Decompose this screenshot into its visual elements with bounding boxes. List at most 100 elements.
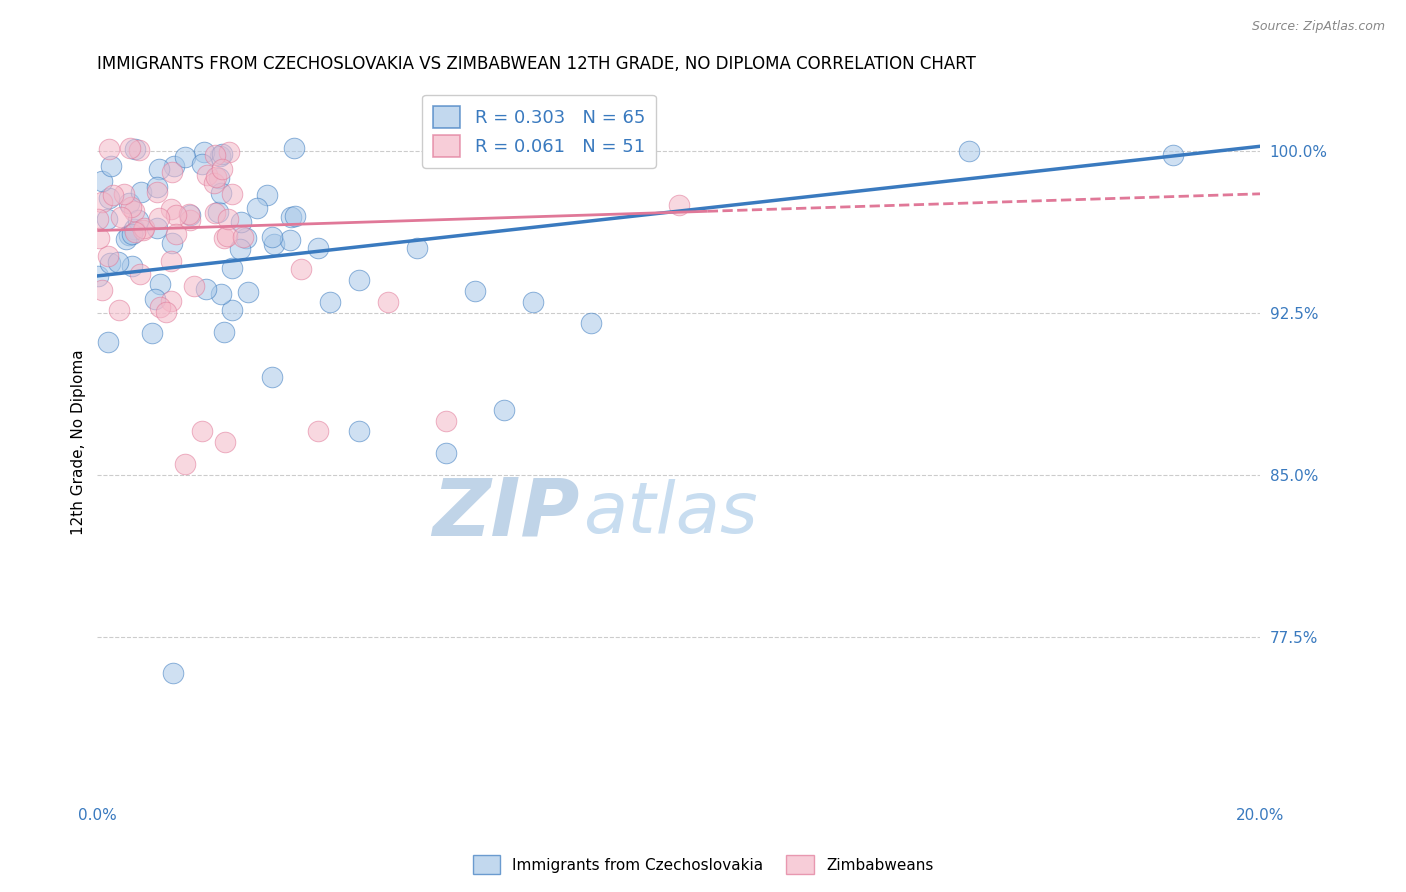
Point [205,170,228,185]
Point [128,143,150,157]
Legend: R = 0.303   N = 65, R = 0.061   N = 51: R = 0.303 N = 65, R = 0.061 N = 51 [422,95,657,168]
Point [87,211,110,226]
Point [148,162,170,177]
Point [211,161,233,176]
Point [160,236,183,251]
Point [195,282,218,296]
Text: IMMIGRANTS FROM CZECHOSLOVAKIA VS ZIMBABWEAN 12TH GRADE, NO DIPLOMA CORRELATION : IMMIGRANTS FROM CZECHOSLOVAKIA VS ZIMBAB… [97,55,976,73]
Point [377,294,399,309]
Point [127,213,149,227]
Point [260,370,283,384]
Point [464,284,486,298]
Point [183,278,205,293]
Point [228,242,250,256]
Point [668,197,690,211]
Point [100,160,122,174]
Point [165,227,187,241]
Point [221,302,243,317]
Point [957,144,980,158]
Point [260,230,283,244]
Point [146,185,169,199]
Point [98,190,121,204]
Point [173,457,195,471]
Point [581,317,603,331]
Point [162,666,184,681]
Point [221,260,243,275]
Point [103,187,125,202]
Point [204,206,226,220]
Point [148,211,170,226]
Point [179,208,201,222]
Point [207,204,229,219]
Point [129,186,152,200]
Point [221,187,243,202]
Point [90,194,112,209]
Point [307,241,329,255]
Point [97,249,120,263]
Point [209,287,232,301]
Point [97,335,120,350]
Point [87,269,110,284]
Text: Source: ZipAtlas.com: Source: ZipAtlas.com [1251,20,1385,33]
Point [202,177,225,191]
Point [155,305,177,319]
Text: ZIP: ZIP [433,475,579,552]
Point [110,211,132,225]
Point [209,186,232,200]
Point [191,425,214,439]
Point [208,171,231,186]
Point [231,214,253,228]
Point [280,233,302,247]
Point [162,159,184,173]
Point [307,425,329,439]
Point [290,262,312,277]
Point [118,228,141,243]
Point [283,141,305,155]
Y-axis label: 12th Grade, No Diploma: 12th Grade, No Diploma [72,350,86,535]
Point [108,303,131,318]
Point [96,212,118,227]
Point [235,231,257,245]
Point [118,196,141,211]
Point [160,165,183,179]
Point [193,145,215,160]
Point [232,230,254,244]
Point [1161,148,1184,162]
Point [124,142,146,156]
Point [406,241,429,255]
Point [494,403,516,417]
Point [97,142,120,156]
Point [263,237,285,252]
Point [522,294,544,309]
Legend: Immigrants from Czechoslovakia, Zimbabweans: Immigrants from Czechoslovakia, Zimbabwe… [467,849,939,880]
Point [191,157,214,171]
Point [132,220,155,235]
Point [160,294,183,309]
Point [236,285,259,299]
Point [129,267,152,281]
Point [215,229,238,244]
Point [208,148,231,162]
Point [98,256,121,270]
Point [174,150,197,164]
Point [246,202,269,216]
Point [132,223,155,237]
Point [214,435,236,450]
Point [141,326,163,341]
Point [212,231,235,245]
Point [90,173,112,187]
Point [179,207,201,221]
Point [89,231,111,245]
Point [179,213,201,227]
Point [143,292,166,306]
Point [145,180,167,194]
Point [160,202,183,217]
Point [121,227,143,241]
Point [114,186,136,201]
Point [120,200,142,214]
Point [195,168,218,182]
Point [211,147,233,161]
Text: atlas: atlas [583,479,758,548]
Point [434,446,457,460]
Point [256,188,278,202]
